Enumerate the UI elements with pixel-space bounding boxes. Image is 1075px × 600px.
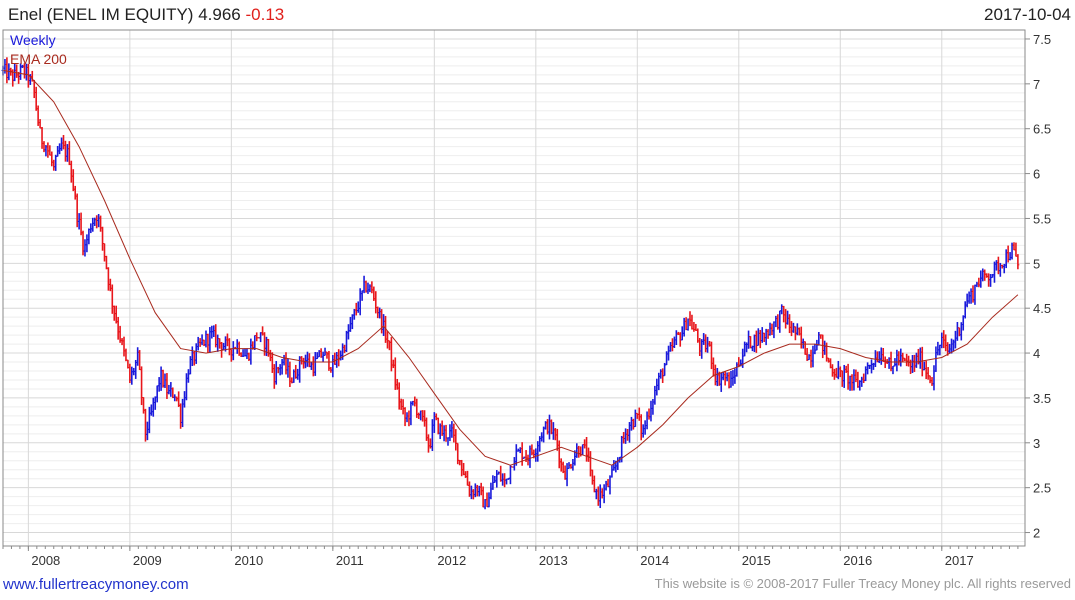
y-tick-label: 4	[1033, 346, 1040, 361]
x-tick-label: 2016	[843, 553, 872, 568]
x-tick-label: 2010	[234, 553, 263, 568]
y-tick-label: 7	[1033, 77, 1040, 92]
x-tick-label: 2014	[640, 553, 669, 568]
footer-link[interactable]: www.fullertreacymoney.com	[3, 576, 189, 593]
y-tick-label: 6.5	[1033, 122, 1051, 137]
y-tick-label: 3	[1033, 436, 1040, 451]
chart-date: 2017-10-04	[984, 5, 1071, 24]
chart-title: Enel (ENEL IM EQUITY) 4.966 -0.13	[8, 5, 284, 25]
axis-ticks: 2 2.5 3 3.5 4 4.5 5 5.5 6 6.5 7 7.5 2008 2009 2010 2011…	[2, 32, 1051, 568]
y-tick-label: 2.5	[1033, 481, 1051, 496]
x-tick-label: 2011	[336, 553, 364, 568]
legend-weekly: Weekly	[10, 32, 56, 48]
footer-copyright: This website is © 2008-2017 Fuller Treac…	[654, 576, 1071, 591]
y-tick-label: 2	[1033, 526, 1040, 541]
ema-line-group	[2, 69, 1019, 466]
y-tick-label: 5.5	[1033, 211, 1051, 226]
y-tick-label: 4.5	[1033, 301, 1051, 316]
gridlines	[3, 29, 1025, 546]
price-change: -0.13	[245, 5, 285, 24]
legend-ema: EMA 200	[10, 51, 67, 67]
plot-border	[2, 29, 1026, 547]
price-bars	[1, 57, 1020, 510]
y-tick-label: 3.5	[1033, 391, 1051, 406]
x-tick-label: 2009	[133, 553, 162, 568]
x-tick-label: 2012	[437, 553, 466, 568]
x-tick-label: 2017	[945, 553, 974, 568]
plot-frame	[2, 29, 1026, 547]
y-tick-label: 6	[1033, 167, 1040, 182]
symbol-name: Enel (ENEL IM EQUITY)	[8, 5, 194, 24]
x-tick-label: 2008	[31, 553, 60, 568]
y-tick-label: 5	[1033, 256, 1040, 271]
x-tick-label: 2015	[742, 553, 771, 568]
x-tick-label: 2013	[539, 553, 568, 568]
legend: Weekly EMA 200	[10, 32, 67, 67]
last-price: 4.966	[198, 5, 241, 24]
y-tick-label: 7.5	[1033, 32, 1051, 47]
ema-line	[2, 69, 1019, 466]
